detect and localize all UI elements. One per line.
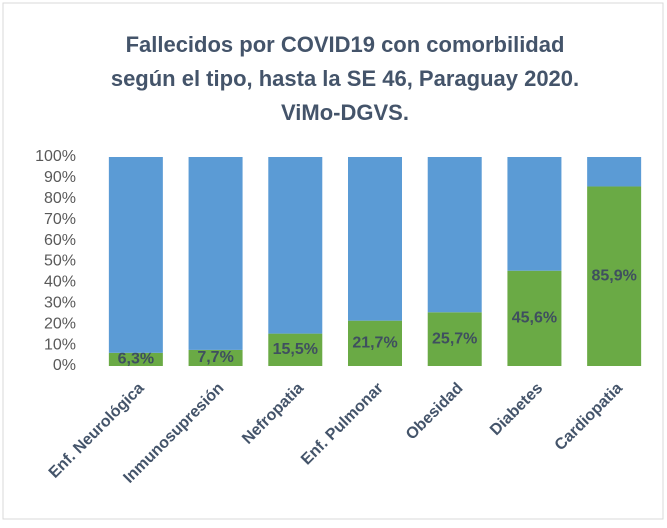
data-label: 6,3% [118, 351, 154, 368]
y-tick-label: 30% [44, 295, 76, 312]
data-label: 7,7% [197, 349, 233, 366]
bar-segment [108, 352, 163, 366]
chart-title: según el tipo, hasta la SE 46, Paraguay … [111, 66, 579, 91]
y-tick-label: 70% [44, 211, 76, 228]
bar-segment [188, 157, 243, 350]
bar-segment [348, 320, 402, 366]
data-label: 85,9% [591, 267, 636, 284]
y-tick-label: 0% [53, 357, 76, 374]
bar-segment [587, 186, 642, 366]
bar-segment [427, 157, 482, 313]
bar-segment [507, 270, 562, 366]
bar-segment [268, 157, 323, 334]
data-label: 15,5% [273, 341, 318, 358]
bar-segment [188, 349, 243, 366]
y-tick-label: 50% [44, 253, 76, 270]
bar-segment [427, 312, 482, 366]
data-label: 45,6% [512, 310, 557, 327]
bar-segment [507, 157, 562, 271]
y-tick-label: 90% [44, 169, 76, 186]
y-tick-label: 20% [44, 315, 76, 332]
y-tick-label: 60% [44, 232, 76, 249]
data-label: 25,7% [432, 330, 477, 347]
chart-title: ViMo-DGVS. [281, 100, 409, 125]
chart-title: Fallecidos por COVID19 con comorbilidad [126, 32, 565, 57]
bar-segment [348, 157, 402, 321]
y-tick-label: 80% [44, 190, 76, 207]
y-tick-label: 10% [44, 336, 76, 353]
y-tick-label: 100% [35, 148, 76, 165]
y-tick-label: 40% [44, 274, 76, 291]
bar-segment [108, 157, 163, 353]
bar-segment [268, 333, 323, 366]
bar-segment [587, 157, 642, 187]
data-label: 21,7% [352, 335, 397, 352]
